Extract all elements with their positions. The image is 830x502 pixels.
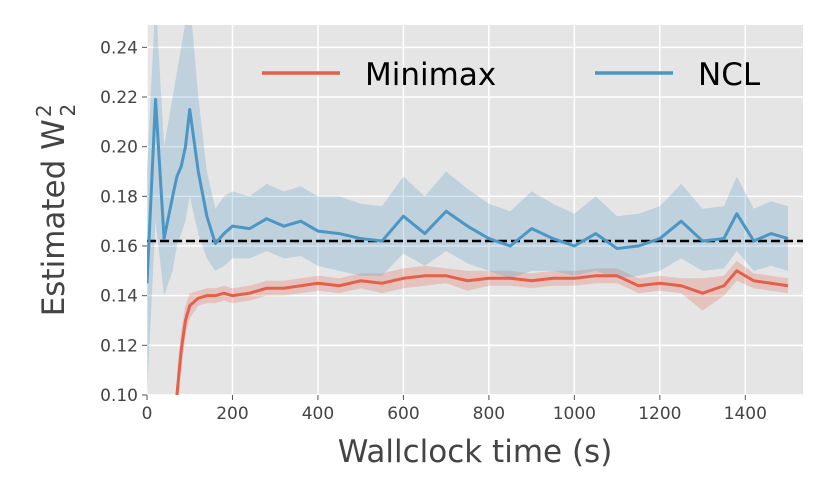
y-axis-label: Estimated W 22 <box>32 104 80 317</box>
legend-label: Minimax <box>365 57 496 93</box>
y-tick-label: 0.16 <box>100 237 138 257</box>
x-tick-label: 400 <box>302 404 334 424</box>
y-tick-label: 0.10 <box>100 386 138 406</box>
y-tick-label: 0.22 <box>100 88 138 108</box>
x-tick-label: 0 <box>142 404 153 424</box>
x-tick-label: 600 <box>387 404 419 424</box>
x-tick-label: 800 <box>473 404 505 424</box>
y-tick-label: 0.12 <box>100 336 138 356</box>
confidence-band <box>147 25 789 395</box>
y-tick-label: 0.20 <box>100 138 138 158</box>
axes: 0 200 400 600 800 1000 1200 1400 0.10 0.12 0.14 0.1… <box>100 38 767 424</box>
y-label-sub: 2 <box>56 104 80 117</box>
x-axis-label: Wallclock time (s) <box>338 434 613 470</box>
x-tick-label: 1000 <box>553 404 596 424</box>
confidence-band <box>176 260 789 395</box>
y-tick-label: 0.24 <box>100 38 138 58</box>
x-tick-label: 1400 <box>724 404 767 424</box>
grid <box>146 25 803 396</box>
y-tick-label: 0.14 <box>100 287 138 307</box>
x-tick-label: 1200 <box>638 404 681 424</box>
plot-area <box>147 25 803 395</box>
series-line <box>147 97 789 284</box>
y-tick-label: 0.18 <box>100 187 138 207</box>
y-label-text: Estimated W <box>36 119 72 316</box>
x-tick-label: 200 <box>216 404 248 424</box>
series-line <box>175 269 789 395</box>
plot <box>147 25 803 395</box>
legend-label: NCL <box>698 57 761 93</box>
y-label-sup: 2 <box>32 104 56 117</box>
